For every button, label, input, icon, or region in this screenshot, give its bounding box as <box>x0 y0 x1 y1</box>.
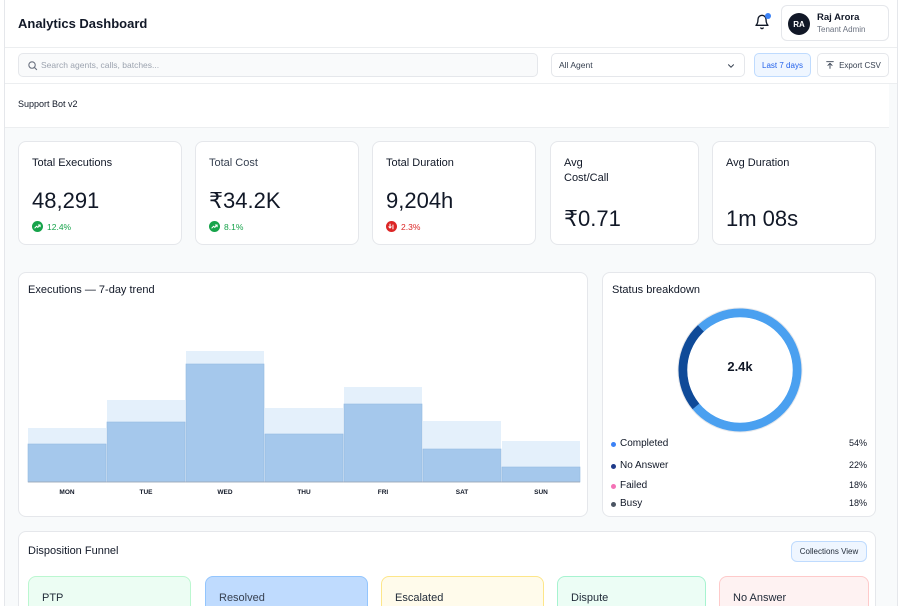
metric-label: Avg Duration <box>726 157 790 169</box>
agent-select-value: All Agent <box>559 60 593 70</box>
user-menu[interactable]: RA Raj Arora Tenant Admin <box>781 5 889 41</box>
metric-value: ₹0.71 <box>564 206 621 231</box>
search-input[interactable] <box>41 57 521 73</box>
funnel-stage-ptp[interactable]: PTP <box>28 576 191 606</box>
bar-primary-sat <box>422 448 502 483</box>
status-dot <box>611 464 616 469</box>
donut-inner-ring <box>687 317 793 423</box>
metric-value: 9,204h <box>386 188 454 213</box>
metric-trend: 12.4% <box>32 221 71 232</box>
x-tick-label: TUE <box>140 489 154 496</box>
metric-card-total-cost: Total Cost ₹34.2K 8.1% <box>195 141 359 245</box>
status-name: Failed <box>620 480 648 491</box>
funnel-stage-escalated[interactable]: Escalated <box>381 576 544 606</box>
status-pct: 54% <box>848 438 867 448</box>
metric-label: Total Executions <box>32 157 113 169</box>
metric-label: Total Cost <box>209 157 258 169</box>
donut-slice-no-answer <box>678 325 705 410</box>
status-item-failed: Failed 18% <box>611 480 867 494</box>
x-tick-label: WED <box>217 489 232 496</box>
trend-down-icon <box>386 221 397 232</box>
panel-title: Status breakdown <box>612 284 701 296</box>
metric-label: Avg Cost/Call <box>564 157 609 184</box>
notification-badge <box>765 13 771 19</box>
dashboard-frame: Analytics Dashboard RA Raj Arora Tenant … <box>4 0 898 606</box>
bot-subheader: Support Bot v2 <box>5 84 889 128</box>
status-name: Completed <box>620 438 669 449</box>
status-item-no-answer: No Answer 22% <box>611 460 867 474</box>
funnel-stage-label: Escalated <box>395 592 444 604</box>
trend-chart-panel: Executions — 7-day trend MON TUE WED THU FRI… <box>18 272 588 517</box>
search-icon <box>28 61 38 71</box>
top-header: Analytics Dashboard RA Raj Arora Tenant … <box>5 0 897 48</box>
collections-view-button[interactable]: Collections View <box>791 541 867 562</box>
trend-up-icon <box>209 221 220 232</box>
user-name: Raj Arora <box>817 12 860 23</box>
status-name: No Answer <box>620 460 669 471</box>
metric-card-total-duration: Total Duration 9,204h 2.3% <box>372 141 536 245</box>
metric-card-avg-duration: Avg Duration 1m 08s <box>712 141 876 245</box>
status-panel: Status breakdown 2.4k Completed 54% No A… <box>602 272 876 517</box>
status-pct: 22% <box>848 460 867 470</box>
x-tick-label: THU <box>297 489 311 496</box>
date-range-button[interactable]: Last 7 days <box>754 53 811 77</box>
agent-select[interactable]: All Agent <box>551 53 745 77</box>
metric-trend: 2.3% <box>386 221 420 232</box>
donut-chart <box>677 307 803 433</box>
panel-title: Executions — 7-day trend <box>28 284 155 296</box>
metric-value: 1m 08s <box>726 206 799 231</box>
status-dot <box>611 502 616 507</box>
metric-trend-value: 12.4% <box>47 221 72 232</box>
status-pct: 18% <box>848 498 867 508</box>
x-tick-label: FRI <box>378 489 389 496</box>
bar-primary-tue <box>106 421 186 483</box>
bar-chart: MON TUE WED THU FRI SAT SUN <box>27 351 581 496</box>
metric-card-total-executions: Total Executions 48,291 12.4% <box>18 141 182 245</box>
metric-label: Total Duration <box>386 157 454 169</box>
avatar: RA <box>788 13 810 35</box>
funnel-stage-label: PTP <box>42 592 64 604</box>
status-dot <box>611 484 616 489</box>
metric-trend-value: 2.3% <box>401 221 421 232</box>
bar-primary-mon <box>27 443 107 483</box>
panel-title: Disposition Funnel <box>28 545 119 557</box>
app-title: Analytics Dashboard <box>18 16 148 31</box>
trend-up-icon <box>32 221 43 232</box>
export-csv-label: Export CSV <box>839 60 881 70</box>
status-name: Busy <box>620 498 643 509</box>
donut-center-value: 2.4k <box>727 359 753 374</box>
status-item-completed: Completed 54% <box>611 438 867 452</box>
donut-slice-completed <box>692 308 802 432</box>
x-tick-label: SUN <box>534 489 548 496</box>
filter-bar: All Agent Last 7 days Export CSV <box>5 48 897 84</box>
metric-trend-value: 8.1% <box>224 221 244 232</box>
funnel-stage-dispute[interactable]: Dispute <box>557 576 706 606</box>
metric-card-avg-cost: Avg Cost/Call ₹0.71 <box>550 141 699 245</box>
x-tick-label: SAT <box>456 489 469 496</box>
funnel-stage-label: Dispute <box>571 592 609 604</box>
funnel-stage-resolved[interactable]: Resolved <box>205 576 368 606</box>
metric-value: 48,291 <box>32 188 100 213</box>
bar-primary-thu <box>264 433 344 483</box>
bell-icon[interactable] <box>754 14 770 30</box>
chevron-down-icon <box>728 64 734 68</box>
export-csv-button[interactable]: Export CSV <box>817 53 889 77</box>
bar-primary-sun <box>501 466 581 483</box>
status-dot <box>611 442 616 447</box>
bot-name: Support Bot v2 <box>18 99 78 109</box>
upload-icon <box>826 61 834 69</box>
bar-primary-wed <box>185 363 265 483</box>
bar-primary-fri <box>343 403 423 483</box>
funnel-stage-no-answer[interactable]: No Answer <box>719 576 869 606</box>
funnel-stage-label: Resolved <box>219 592 265 604</box>
x-tick-label: MON <box>59 489 74 496</box>
user-role: Tenant Admin <box>817 25 866 34</box>
disposition-funnel-panel: Disposition Funnel Collections View PTP … <box>18 531 876 606</box>
metric-value: ₹34.2K <box>209 188 281 213</box>
status-pct: 18% <box>848 480 867 490</box>
funnel-stage-label: No Answer <box>733 592 787 604</box>
status-item-busy: Busy 18% <box>611 498 867 512</box>
search-box <box>18 53 538 77</box>
metric-trend: 8.1% <box>209 221 243 232</box>
